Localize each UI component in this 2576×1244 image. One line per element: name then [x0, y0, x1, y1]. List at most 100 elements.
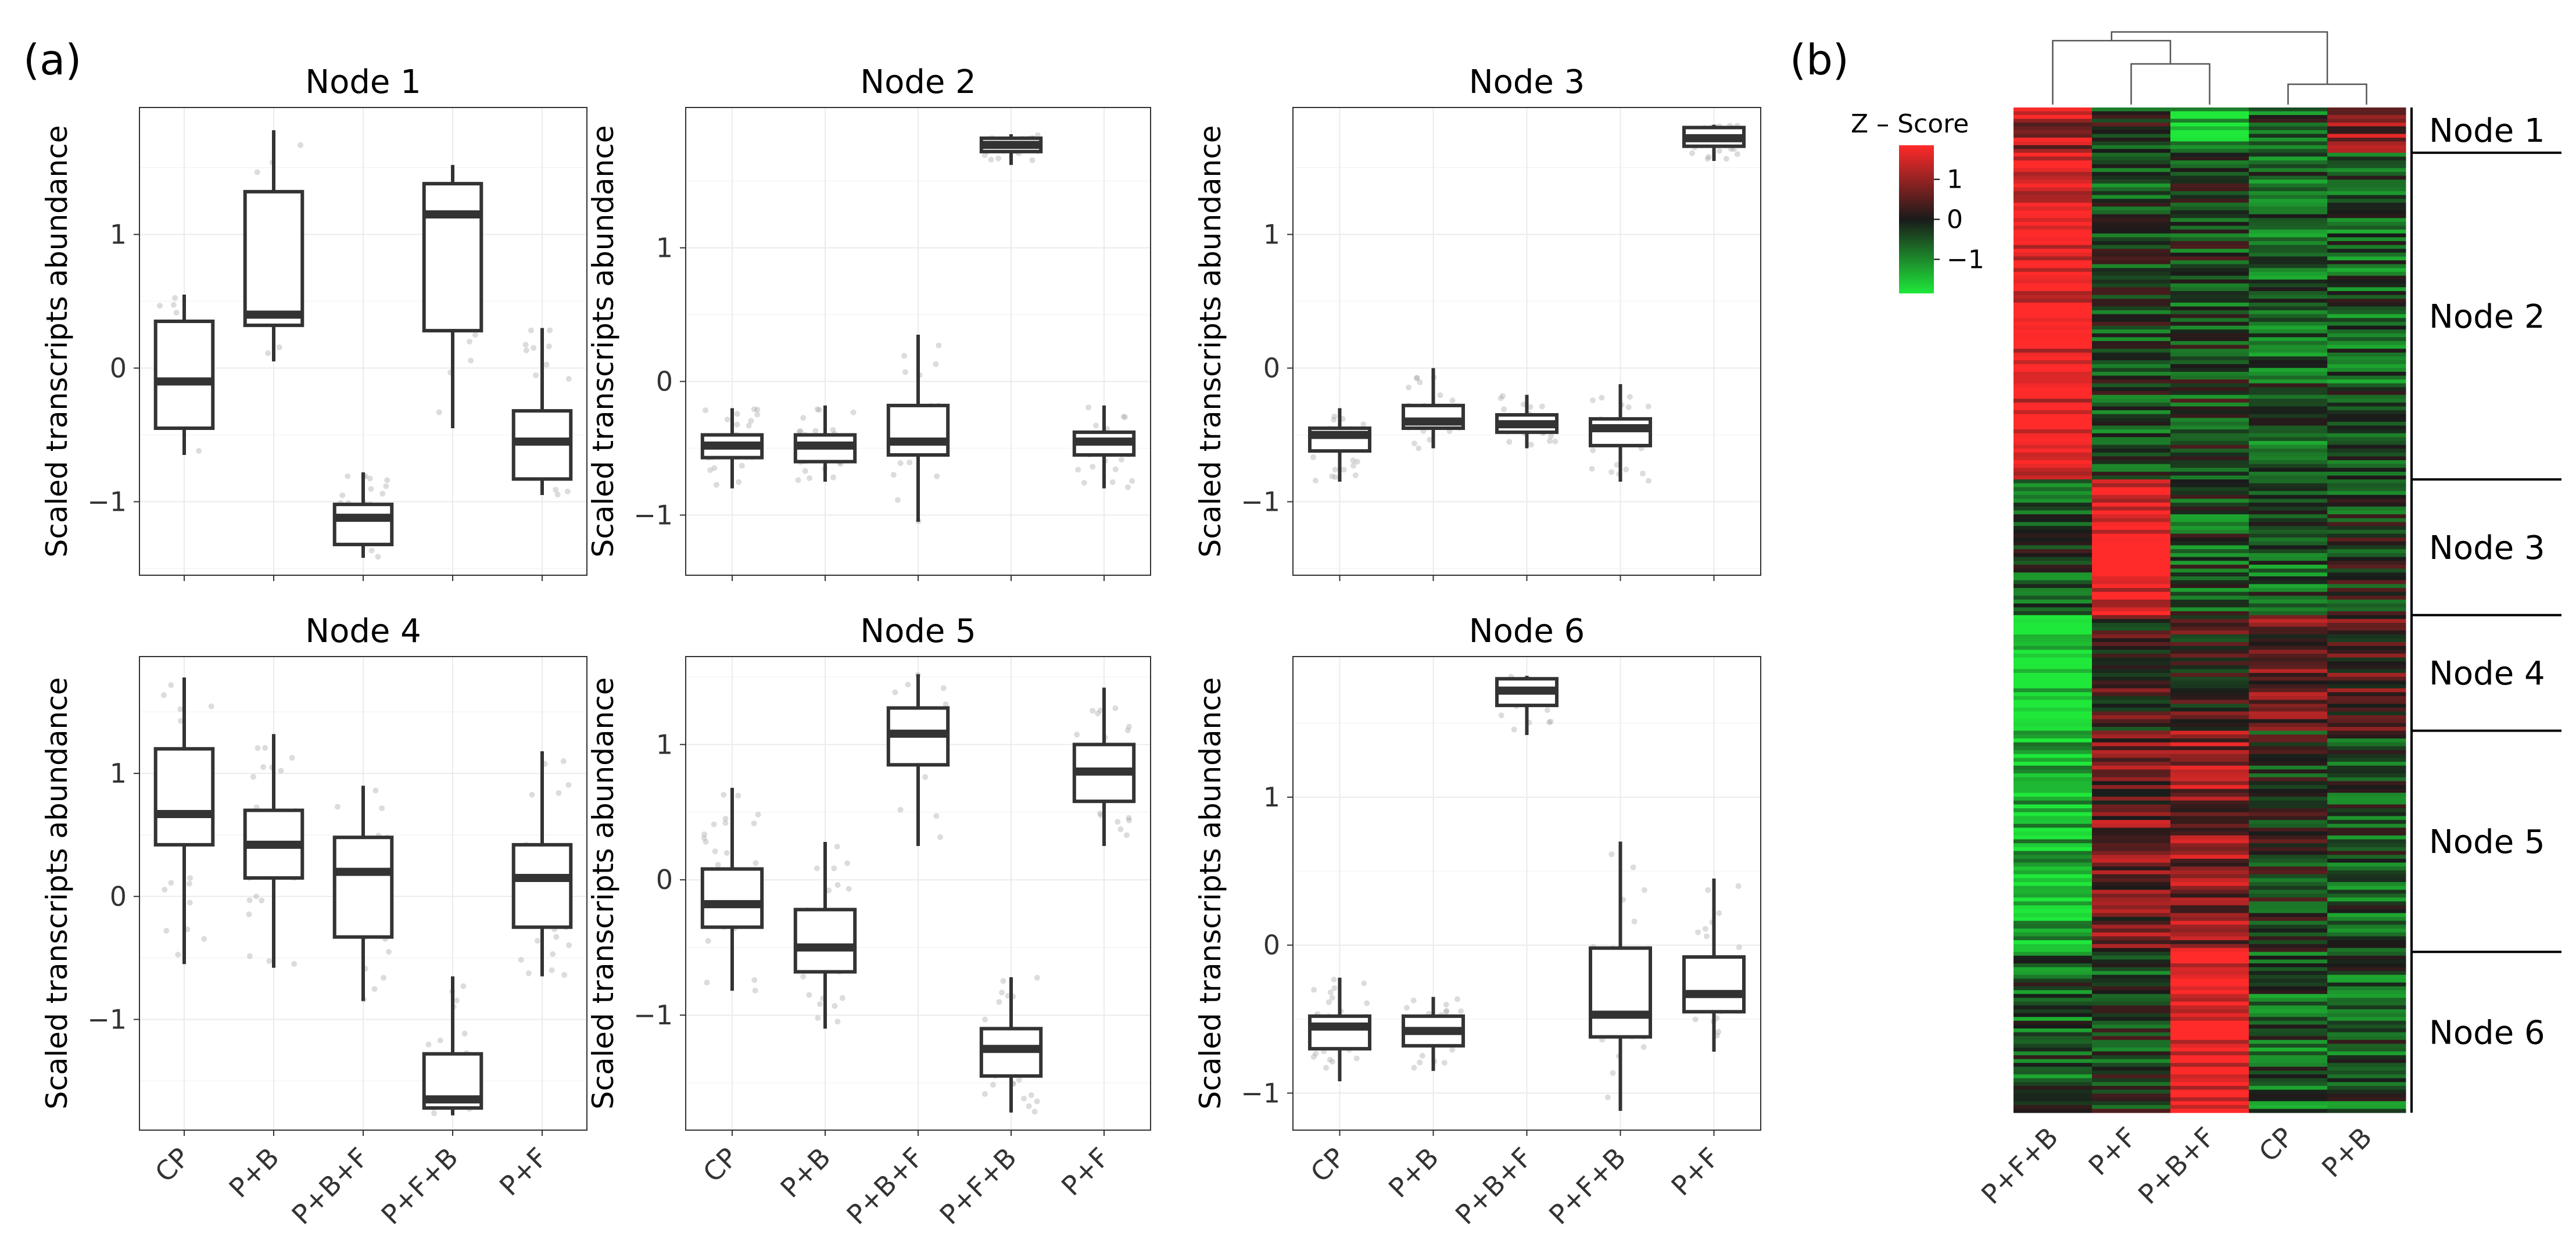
heatmap-cell [2249, 650, 2328, 654]
data-point [1354, 458, 1360, 465]
data-point [554, 492, 561, 498]
heatmap-cell [2249, 452, 2328, 457]
heatmap-cell [2013, 295, 2093, 299]
data-point [1085, 404, 1092, 411]
heatmap-cell [2327, 526, 2406, 530]
heatmap-cell [2249, 673, 2328, 677]
data-point [897, 806, 904, 813]
heatmap-cell [2249, 932, 2328, 937]
heatmap-cell [2327, 1094, 2406, 1098]
heatmap-cell [2249, 855, 2328, 859]
heatmap-cell [2092, 1009, 2171, 1014]
heatmap-cell [2327, 619, 2406, 623]
heatmap-cell [2170, 1013, 2249, 1017]
heatmap-cell [2170, 134, 2249, 138]
heatmap-cell [2092, 769, 2171, 774]
heatmap-cell [2249, 1036, 2328, 1041]
heatmap-cell [2170, 986, 2249, 991]
heatmap-cell [2327, 707, 2406, 712]
heatmap-cell [2249, 812, 2328, 816]
heatmap-cell [2249, 321, 2328, 327]
heatmap-cell [2327, 545, 2406, 550]
heatmap-cell [2170, 152, 2249, 157]
data-point [553, 486, 559, 493]
heatmap-cell [2327, 967, 2406, 971]
heatmap-cell [2170, 460, 2249, 465]
data-point [534, 938, 540, 944]
data-point [437, 1037, 443, 1044]
heatmap-cell [2013, 886, 2093, 890]
heatmap-cell [2249, 475, 2328, 480]
heatmap-cell [2092, 971, 2171, 976]
interquartile-box [1588, 946, 1653, 1039]
heatmap-cell [2170, 444, 2249, 449]
heatmap-cell [2013, 275, 2093, 280]
heatmap-cell [2092, 634, 2171, 639]
heatmap-cell [2249, 1005, 2328, 1010]
data-point [703, 838, 709, 845]
y-tick-label: 1 [1263, 219, 1280, 250]
heatmap-cell [2249, 137, 2328, 142]
heatmap-cell [2170, 191, 2249, 196]
data-point [367, 475, 373, 482]
heatmap-cell [2327, 820, 2406, 824]
heatmap-cell [2327, 345, 2406, 349]
data-point [1403, 1005, 1410, 1011]
heatmap-cell [2013, 1082, 2093, 1087]
heatmap-cell [2170, 758, 2249, 762]
heatmap-cell [2092, 847, 2171, 852]
heatmap-cell [2249, 111, 2328, 116]
heatmap-cell [2170, 1105, 2249, 1109]
heatmap-cell [2170, 425, 2249, 430]
heatmap-cell [2170, 894, 2249, 898]
heatmap-cell [2249, 773, 2328, 778]
heatmap-cell [2170, 1085, 2249, 1090]
heatmap-cell [2092, 1097, 2171, 1102]
heatmap-cell [2170, 483, 2249, 487]
heatmap-cell [2170, 1032, 2249, 1037]
heatmap-cell [2170, 111, 2249, 116]
heatmap-cell [2013, 437, 2093, 442]
data-point [1410, 997, 1417, 1003]
heatmap-cell [2170, 440, 2249, 446]
data-point [431, 1110, 438, 1117]
heatmap-cell [2249, 553, 2328, 558]
heatmap-cell [2170, 913, 2249, 917]
data-point [1020, 1095, 1027, 1102]
heatmap-cell [2013, 537, 2093, 542]
data-point [831, 865, 837, 872]
heatmap-cell [2327, 897, 2406, 902]
heatmap-cell [2092, 603, 2171, 608]
heatmap-cell [2013, 572, 2093, 577]
heatmap-cell [2170, 1074, 2249, 1079]
interquartile-box [700, 867, 764, 929]
data-point [890, 472, 897, 478]
data-point [1097, 707, 1104, 714]
data-point [830, 474, 836, 481]
heatmap-cell [2013, 994, 2093, 998]
heatmap-cell [2013, 491, 2093, 496]
heatmap-node-label: Node 4 [2429, 655, 2545, 693]
heatmap-cell [2249, 141, 2328, 146]
data-point [981, 152, 988, 158]
heatmap-cell [2092, 738, 2171, 743]
heatmap-cell [2327, 642, 2406, 647]
data-point [173, 310, 180, 316]
data-point [425, 1041, 432, 1048]
heatmap-cell [2092, 221, 2171, 227]
heatmap-cell [2170, 241, 2249, 246]
data-point [834, 882, 841, 888]
heatmap-cell [2327, 506, 2406, 511]
data-point [381, 974, 387, 981]
heatmap-cell [2013, 545, 2093, 550]
heatmap-cell [2013, 650, 2093, 654]
box-P+B [1401, 996, 1466, 1136]
heatmap-cell [2170, 851, 2249, 855]
heatmap-cell [2249, 1055, 2328, 1060]
data-point [549, 967, 555, 973]
data-point [826, 887, 832, 894]
heatmap-cell [2170, 630, 2249, 635]
heatmap-cell [2249, 1020, 2328, 1025]
heatmap-cell [2013, 839, 2093, 844]
